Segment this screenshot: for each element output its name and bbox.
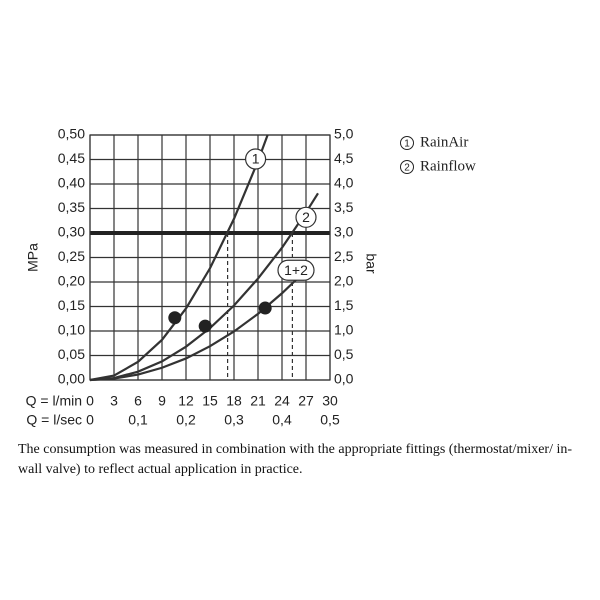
y2-tick-label: 4,5: [334, 150, 354, 166]
y2-tick-label: 2,5: [334, 248, 354, 264]
legend-number: 2: [404, 163, 410, 174]
marker: [258, 301, 272, 315]
x2-tick-label: 0,3: [224, 412, 244, 428]
x2-tick-label: 0,1: [128, 412, 148, 428]
curve: [89, 134, 269, 382]
x2-tick-label: 0,2: [176, 412, 196, 428]
legend-entry: Rainflow: [420, 158, 476, 174]
legend-entry: RainAir: [420, 134, 468, 150]
x-tick-label: 21: [250, 393, 266, 409]
x-tick-label: 24: [274, 393, 290, 409]
y-tick-label: 0,10: [58, 322, 85, 338]
y-tick-label: 0,05: [58, 346, 85, 362]
x2-tick-label: 0,4: [272, 412, 292, 428]
y-tick-label: 0,15: [58, 297, 85, 313]
y-tick-label: 0,30: [58, 224, 85, 240]
curve-label-box: [295, 206, 317, 228]
x-tick-label: 0: [86, 393, 94, 409]
x-tick-label: 3: [110, 393, 118, 409]
x-axis-label: Q = l/min: [26, 393, 82, 409]
y-tick-label: 0,00: [58, 371, 85, 387]
chart: 0 3 6 9 12 15 18 21 24 27 300 0,1 0,2 0,3 0,4 0,50,000,…: [25, 126, 476, 428]
x-tick-label: 12: [178, 393, 194, 409]
x-tick-label: 18: [226, 393, 242, 409]
x-tick-label: 30: [322, 393, 338, 409]
y-tick-label: 0,40: [58, 175, 85, 191]
y2-tick-label: 4,0: [334, 175, 354, 191]
plot-frame: [89, 134, 331, 381]
y-tick-label: 0,35: [58, 199, 85, 215]
y2-tick-label: 1,5: [334, 297, 354, 313]
x-tick-label: 9: [158, 393, 166, 409]
marker: [198, 319, 212, 333]
y-tick-label: 0,20: [58, 273, 85, 289]
x-tick-label: 27: [298, 393, 314, 409]
x2-tick-label: 0: [86, 412, 94, 428]
curve-label: 1: [252, 151, 260, 167]
y-axis-label: MPa: [25, 243, 41, 272]
y-tick-label: 0,50: [58, 126, 85, 142]
legend-symbol: [400, 136, 414, 150]
marker: [168, 311, 182, 325]
y-tick-label: 0,45: [58, 150, 85, 166]
x-tick-label: 6: [134, 393, 142, 409]
y2-tick-label: 3,0: [334, 224, 354, 240]
caption: The consumption was measured in combinat…: [18, 442, 573, 477]
y2-tick-label: 2,0: [334, 273, 354, 289]
y2-axis-label: bar: [363, 253, 379, 274]
curve-label-box: [245, 148, 267, 170]
curve: [89, 192, 319, 382]
y2-tick-label: 3,5: [334, 199, 354, 215]
x-tick-label: 15: [202, 393, 218, 409]
curve-label-box: [277, 259, 315, 281]
legend-number: 1: [404, 139, 410, 150]
y2-tick-label: 5,0: [334, 126, 354, 142]
curve: [89, 269, 307, 382]
y-tick-label: 0,25: [58, 248, 85, 264]
x2-axis-label: Q = l/sec: [26, 412, 82, 428]
x2-tick-label: 0,5: [320, 412, 340, 428]
y2-tick-label: 0,5: [334, 346, 354, 362]
curve-label: 1+2: [284, 262, 308, 278]
y2-tick-label: 1,0: [334, 322, 354, 338]
legend-symbol: [400, 160, 414, 174]
y2-tick-label: 0,0: [334, 371, 354, 387]
curve-label: 2: [302, 209, 310, 225]
